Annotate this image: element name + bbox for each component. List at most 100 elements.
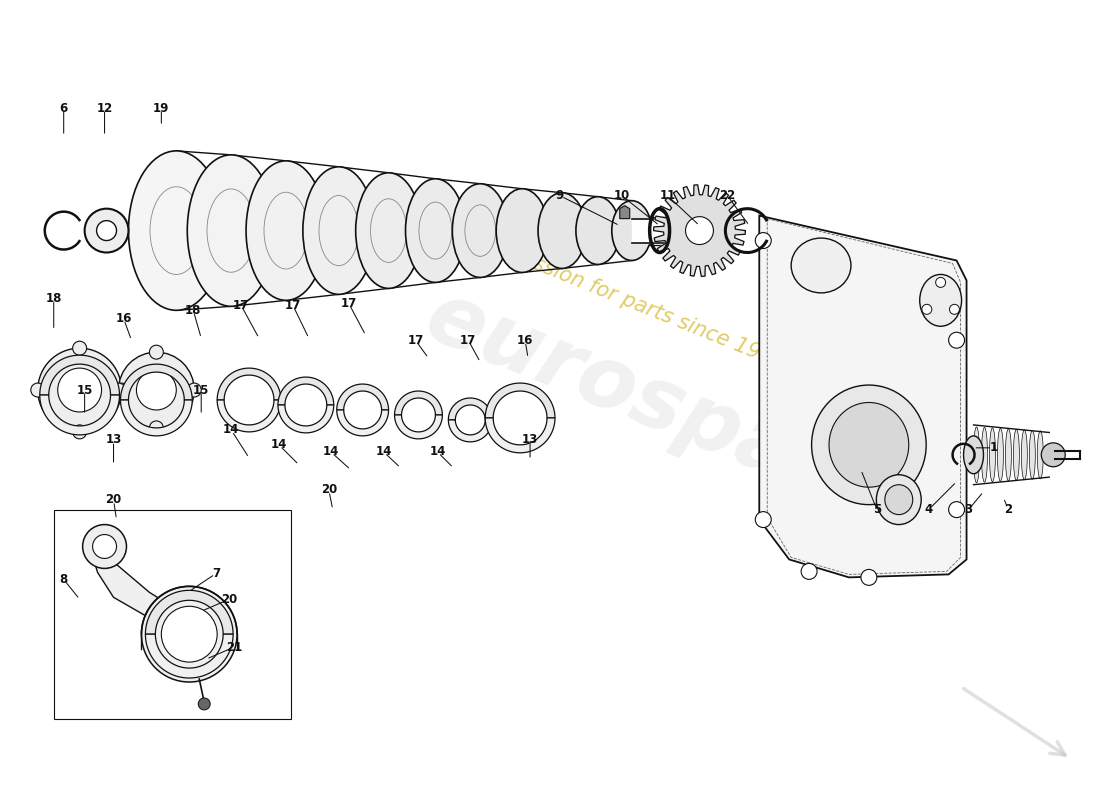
Circle shape (142, 586, 238, 682)
Text: 16: 16 (116, 312, 132, 325)
Text: 4: 4 (925, 503, 933, 516)
Text: 22: 22 (719, 190, 736, 202)
Ellipse shape (791, 238, 851, 293)
Circle shape (31, 383, 45, 397)
Text: 17: 17 (407, 334, 424, 346)
Ellipse shape (829, 402, 909, 487)
Circle shape (756, 233, 771, 249)
Circle shape (861, 570, 877, 586)
Text: 7: 7 (212, 567, 220, 580)
Polygon shape (485, 383, 556, 418)
Polygon shape (619, 206, 629, 218)
Text: 3: 3 (965, 503, 972, 516)
Text: a passion for parts since 1985: a passion for parts since 1985 (488, 236, 788, 373)
Ellipse shape (246, 161, 326, 300)
Text: 18: 18 (185, 304, 201, 317)
Ellipse shape (576, 197, 619, 265)
Polygon shape (337, 384, 388, 410)
Circle shape (92, 534, 117, 558)
Text: 1: 1 (989, 442, 998, 454)
Text: 20: 20 (320, 483, 337, 496)
Ellipse shape (1022, 430, 1027, 480)
Ellipse shape (884, 485, 913, 514)
Polygon shape (337, 410, 388, 436)
Polygon shape (278, 377, 333, 405)
Text: 17: 17 (285, 299, 301, 312)
Polygon shape (217, 368, 280, 400)
Circle shape (801, 563, 817, 579)
Circle shape (936, 278, 946, 287)
Text: 14: 14 (429, 446, 446, 458)
Circle shape (136, 370, 176, 410)
Text: 14: 14 (271, 438, 287, 451)
Ellipse shape (1013, 430, 1020, 480)
Ellipse shape (964, 436, 983, 474)
Circle shape (162, 606, 217, 662)
Polygon shape (121, 364, 192, 400)
Circle shape (119, 352, 195, 428)
Text: 5: 5 (872, 503, 881, 516)
Ellipse shape (981, 427, 988, 482)
Circle shape (948, 332, 965, 348)
Circle shape (37, 348, 121, 432)
Text: 12: 12 (97, 102, 112, 114)
Ellipse shape (877, 474, 921, 525)
Ellipse shape (538, 193, 586, 269)
Ellipse shape (1030, 430, 1035, 479)
Text: 9: 9 (556, 190, 564, 202)
Ellipse shape (406, 178, 465, 282)
Circle shape (111, 383, 125, 397)
Text: 14: 14 (223, 423, 240, 436)
Ellipse shape (920, 274, 961, 326)
Circle shape (97, 221, 117, 241)
Polygon shape (395, 415, 442, 439)
Text: 10: 10 (614, 190, 630, 202)
Polygon shape (145, 590, 233, 634)
Text: 20: 20 (106, 493, 122, 506)
Ellipse shape (496, 189, 548, 273)
Text: 14: 14 (322, 446, 339, 458)
Circle shape (198, 698, 210, 710)
Circle shape (1042, 443, 1065, 466)
Circle shape (949, 304, 959, 314)
Polygon shape (449, 420, 492, 442)
Text: 19: 19 (153, 102, 169, 114)
Circle shape (57, 368, 101, 412)
Text: 21: 21 (226, 641, 242, 654)
Ellipse shape (355, 173, 421, 288)
Text: 2: 2 (1004, 503, 1012, 516)
Circle shape (85, 209, 129, 253)
Text: eurospares: eurospares (414, 275, 949, 557)
Ellipse shape (129, 151, 224, 310)
Polygon shape (395, 391, 442, 415)
Circle shape (73, 425, 87, 439)
Text: 18: 18 (45, 292, 62, 305)
Ellipse shape (990, 428, 996, 482)
Polygon shape (121, 400, 192, 436)
Ellipse shape (998, 429, 1003, 482)
Polygon shape (653, 185, 746, 276)
Polygon shape (217, 400, 280, 432)
Ellipse shape (187, 155, 275, 306)
Circle shape (150, 421, 163, 435)
Text: 17: 17 (233, 299, 250, 312)
Text: 6: 6 (59, 102, 68, 114)
Polygon shape (145, 634, 233, 678)
Ellipse shape (1005, 429, 1011, 481)
Ellipse shape (812, 385, 926, 505)
Text: 17: 17 (341, 297, 356, 310)
Circle shape (82, 525, 126, 569)
FancyArrowPatch shape (964, 689, 1065, 755)
Circle shape (114, 383, 129, 397)
Circle shape (150, 345, 163, 359)
Text: 16: 16 (517, 334, 534, 346)
Ellipse shape (612, 201, 651, 261)
Polygon shape (40, 395, 120, 435)
Polygon shape (94, 550, 196, 637)
Text: 14: 14 (375, 446, 392, 458)
Polygon shape (40, 355, 120, 395)
Text: 13: 13 (106, 434, 122, 446)
Polygon shape (278, 405, 333, 433)
Text: 20: 20 (221, 593, 238, 606)
Ellipse shape (302, 167, 375, 294)
